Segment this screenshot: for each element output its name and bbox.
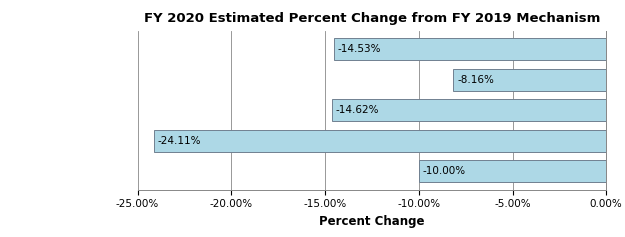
Bar xyxy=(419,160,606,182)
Bar xyxy=(154,130,606,152)
Text: -24.11%: -24.11% xyxy=(158,136,201,146)
Bar xyxy=(332,99,606,121)
Text: -14.62%: -14.62% xyxy=(336,105,379,115)
Text: -8.16%: -8.16% xyxy=(457,75,494,85)
Bar xyxy=(334,38,606,60)
Bar xyxy=(453,68,606,91)
Text: -14.53%: -14.53% xyxy=(338,44,381,54)
Title: FY 2020 Estimated Percent Change from FY 2019 Mechanism: FY 2020 Estimated Percent Change from FY… xyxy=(144,13,600,25)
Text: -10.00%: -10.00% xyxy=(422,166,466,176)
X-axis label: Percent Change: Percent Change xyxy=(319,215,424,228)
